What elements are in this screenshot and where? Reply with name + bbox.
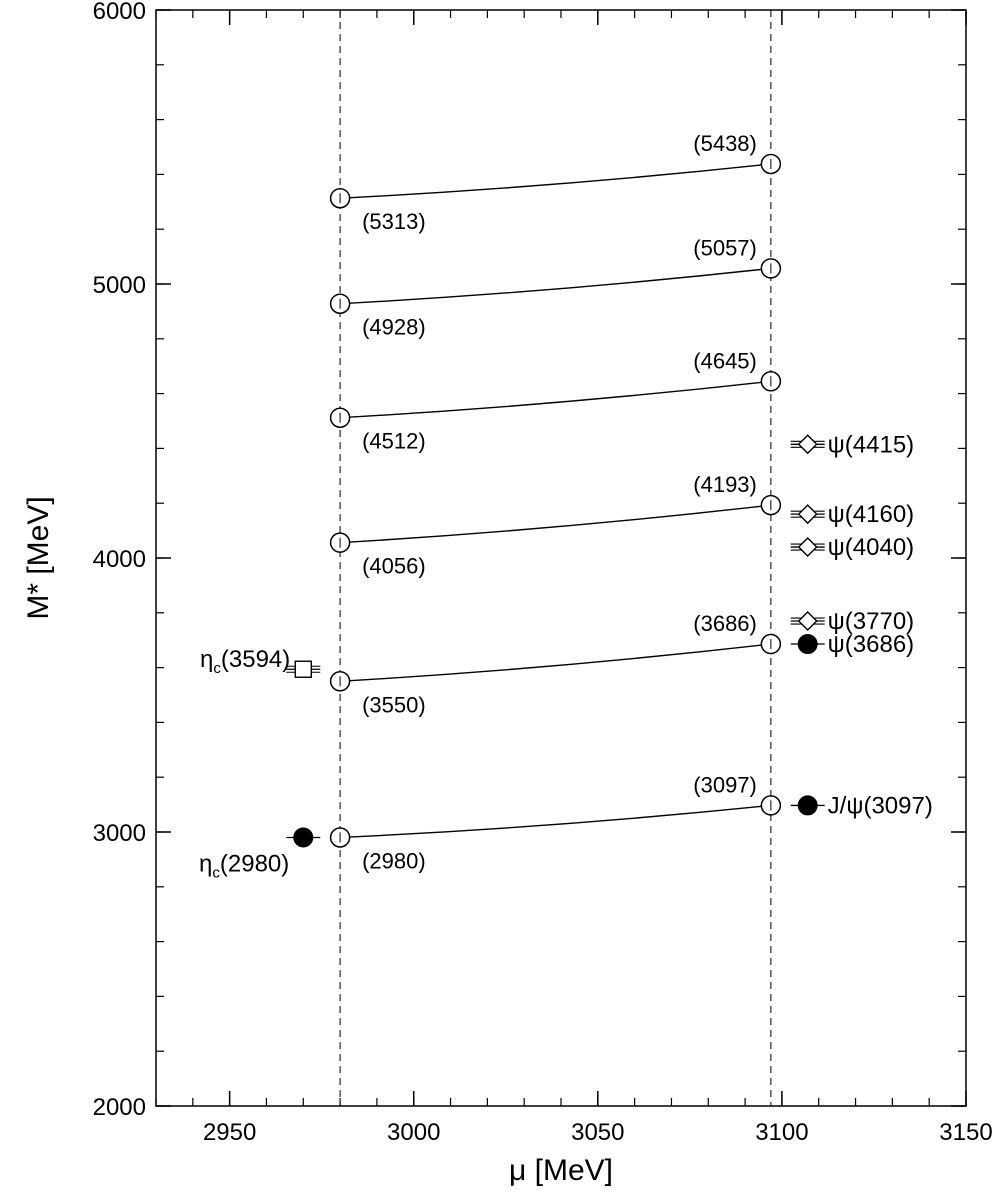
experimental-point: [797, 795, 818, 816]
series-line: [340, 267, 771, 305]
data-label: (5057): [693, 235, 757, 260]
x-tick-label: 2950: [203, 1119, 256, 1146]
series-line: [340, 380, 771, 419]
y-axis-title: M* [MeV]: [22, 496, 55, 619]
y-tick-label: 3000: [93, 820, 146, 847]
y-tick-label: 5000: [93, 272, 146, 299]
series-line: [340, 163, 771, 199]
data-label: (3550): [362, 692, 426, 717]
data-label: (4645): [693, 348, 757, 373]
series-line: [340, 804, 771, 839]
data-label: (3097): [693, 772, 757, 797]
data-label: (4193): [693, 472, 757, 497]
data-label: (3686): [693, 611, 757, 636]
data-label: (4512): [362, 429, 426, 454]
experimental-point: [293, 827, 314, 848]
experimental-label: J/ψ(3097): [828, 792, 933, 819]
y-tick-label: 6000: [93, 0, 146, 25]
experimental-points: ηc(2980) ηc(3594) J/ψ(3097) ψ(3686)ψ(3770) ψ…: [199, 431, 933, 881]
experimental-label: ψ(4040): [828, 534, 914, 561]
experimental-point: [797, 504, 818, 525]
series-curves: [340, 163, 771, 839]
plot-frame: [155, 9, 967, 1107]
x-tick-label: 3050: [571, 1119, 624, 1146]
x-tick-label: 3150: [939, 1119, 992, 1146]
experimental-point: [797, 537, 818, 558]
experimental-label: ψ(4160): [828, 501, 914, 528]
experimental-label: ψ(4415): [828, 431, 914, 458]
x-tick-label: 3100: [755, 1119, 808, 1146]
series-line: [340, 504, 771, 544]
data-points: (2980) (3097) (3550) (3686) (4056) (4193) (451…: [329, 131, 782, 873]
experimental-label: ψ(3770): [828, 608, 914, 635]
data-label: (5438): [693, 131, 757, 156]
experimental-label: ψ(3686): [828, 631, 914, 658]
experimental-point: [797, 611, 818, 632]
data-label: (2980): [362, 848, 426, 873]
experimental-point: [294, 660, 312, 678]
x-tick-label: 3000: [387, 1119, 440, 1146]
data-label: (5313): [362, 209, 426, 234]
experimental-point: [797, 634, 818, 655]
series-line: [340, 643, 771, 682]
y-tick-label: 4000: [93, 546, 146, 573]
experimental-label: ηc(3594): [200, 646, 290, 677]
data-label: (4056): [362, 554, 426, 579]
experimental-point: [797, 434, 818, 455]
axis-ticks: 2950 3000 3050 3100 3150 2000 3000 4000 5000 6000: [93, 0, 993, 1146]
x-axis-title: μ [MeV]: [509, 1154, 613, 1187]
data-label: (4928): [362, 315, 426, 340]
y-tick-label: 2000: [93, 1094, 146, 1121]
experimental-label: ηc(2980): [199, 850, 289, 881]
